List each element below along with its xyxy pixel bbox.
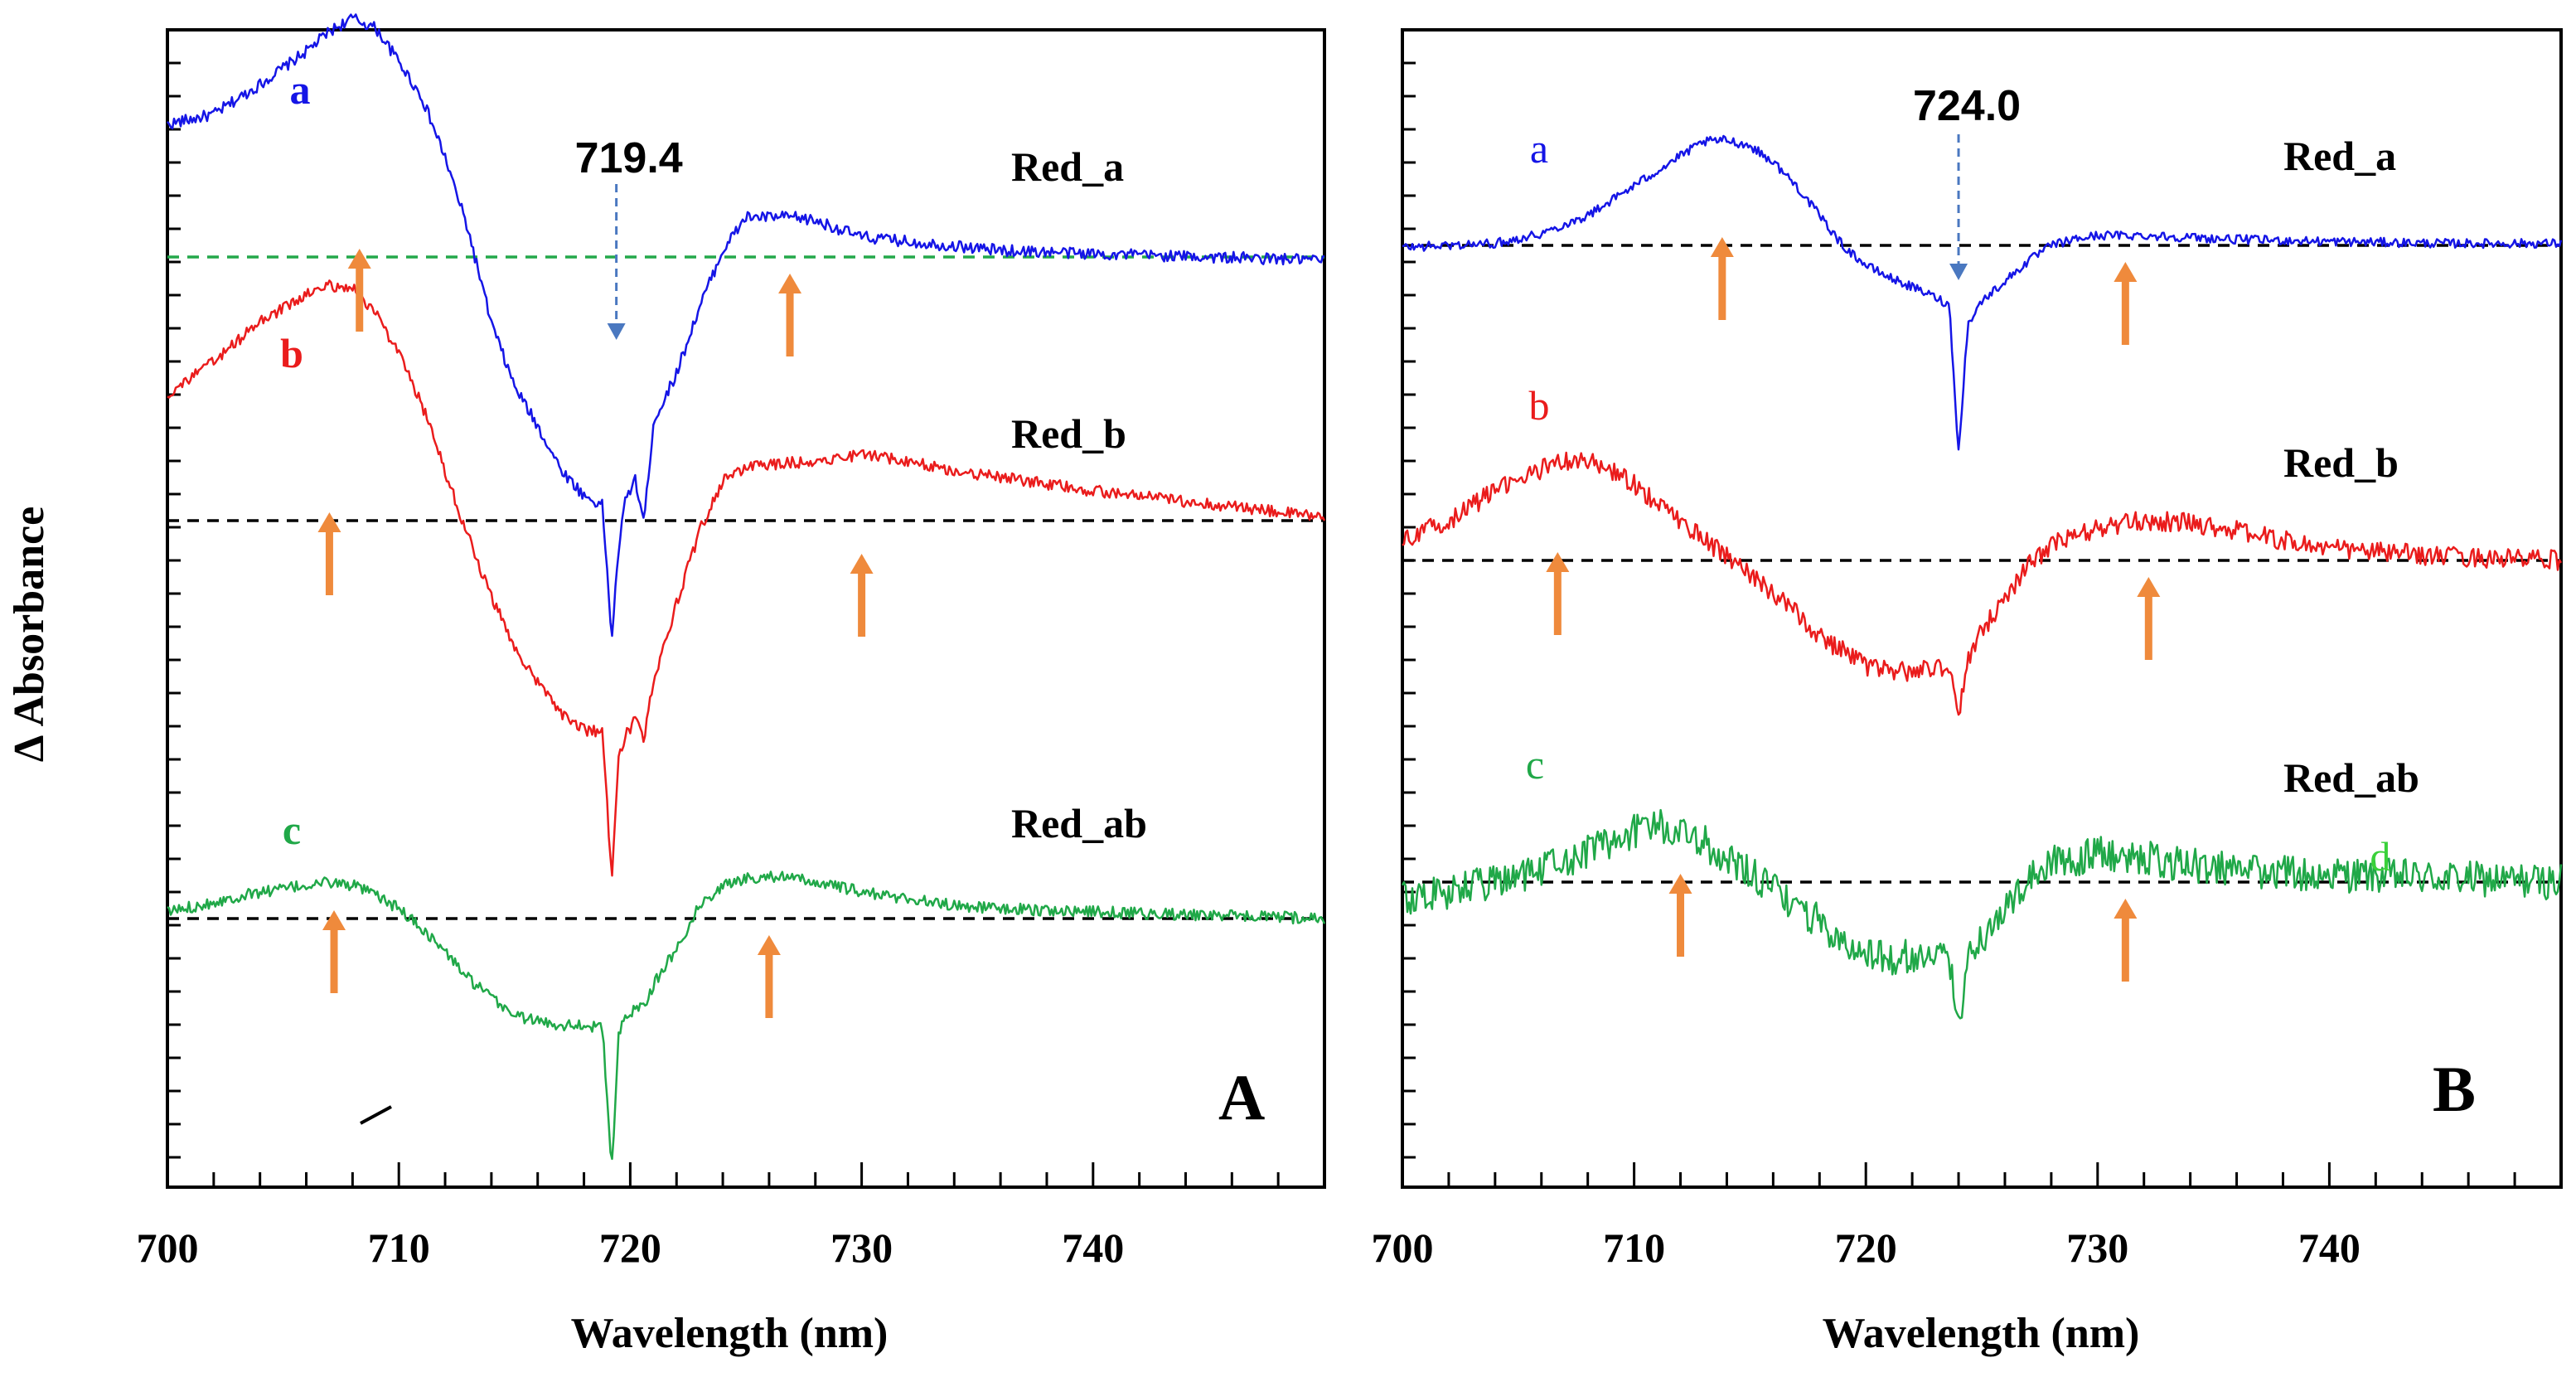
- peak-arrow-head: [607, 323, 626, 340]
- x-ticks-a: 700 710 720 730 740: [137, 1162, 1280, 1271]
- series-label: Red_a: [2283, 133, 2396, 179]
- marker-arrow: [347, 249, 371, 332]
- plot-frame-b: [1401, 28, 2563, 1189]
- peak-label: 724.0: [1913, 82, 2021, 130]
- trace-letter: c: [1526, 741, 1544, 788]
- trace-red-b: [167, 279, 1326, 877]
- trace-red-ab: [1401, 808, 2563, 1020]
- x-tick-label: 700: [1372, 1224, 1434, 1271]
- peak-arrow-head: [1949, 264, 1968, 280]
- x-axis-title-a: Wavelength (nm): [571, 1310, 889, 1357]
- stray-mark: [360, 1105, 392, 1125]
- x-tick-label: 710: [1603, 1224, 1665, 1271]
- x-tick-label: 720: [599, 1224, 661, 1271]
- baselines-a: [167, 255, 1324, 920]
- trace-red-a: [1402, 134, 2563, 451]
- trace-letter: b: [280, 330, 303, 376]
- trace-red-a: [166, 13, 1325, 638]
- x-tick-label: 740: [1062, 1224, 1124, 1271]
- x-tick-label: 700: [137, 1224, 199, 1271]
- extra-trace-letter: d: [2370, 833, 2390, 880]
- trace-letter: a: [1530, 125, 1548, 172]
- series-label: Red_ab: [1011, 800, 1147, 846]
- series-label: Red_a: [1011, 143, 1124, 190]
- marker-arrow: [2137, 577, 2161, 660]
- arrows-b: [1546, 237, 2161, 982]
- y-ticks-b: [1402, 61, 1416, 1159]
- series-label: Red_b: [2283, 439, 2399, 486]
- marker-arrow: [757, 935, 781, 1018]
- marker-arrow: [778, 274, 802, 356]
- series-label: Red_ab: [2283, 754, 2419, 801]
- panel-letter-a: A: [1218, 1061, 1265, 1133]
- y-ticks-a: [167, 61, 181, 1159]
- marker-arrow: [322, 910, 346, 993]
- y-axis-title: Δ Absorbance: [6, 507, 53, 763]
- series-label: Red_b: [1011, 410, 1126, 457]
- traces-b: [1401, 134, 2563, 1020]
- x-tick-label: 740: [2298, 1224, 2361, 1271]
- marker-arrow: [1546, 552, 1570, 635]
- marker-arrow: [850, 554, 874, 637]
- x-tick-label: 710: [368, 1224, 430, 1271]
- trace-letter: a: [290, 66, 311, 113]
- marker-arrow: [2114, 262, 2138, 345]
- x-axis-title-b: Wavelength (nm): [1823, 1310, 2140, 1357]
- trace-letter: b: [1529, 382, 1550, 429]
- peak-label: 719.4: [575, 134, 683, 182]
- x-ticks-b: 700 710 720 730 740: [1372, 1162, 2516, 1271]
- panel-letter-b: B: [2433, 1053, 2476, 1125]
- trace-letter: c: [283, 807, 301, 853]
- traces-a: [166, 13, 1326, 1161]
- marker-arrow: [2114, 899, 2138, 982]
- marker-arrow: [1710, 237, 1734, 320]
- plot-frame-a: [166, 28, 1326, 1189]
- arrows-a: [317, 249, 874, 1018]
- x-tick-label: 730: [830, 1224, 893, 1271]
- marker-arrow: [317, 512, 341, 595]
- trace-red-b: [1402, 451, 2563, 716]
- trace-red-ab: [167, 870, 1326, 1161]
- x-tick-label: 720: [1835, 1224, 1897, 1271]
- x-tick-label: 730: [2066, 1224, 2128, 1271]
- marker-arrow: [1668, 874, 1692, 957]
